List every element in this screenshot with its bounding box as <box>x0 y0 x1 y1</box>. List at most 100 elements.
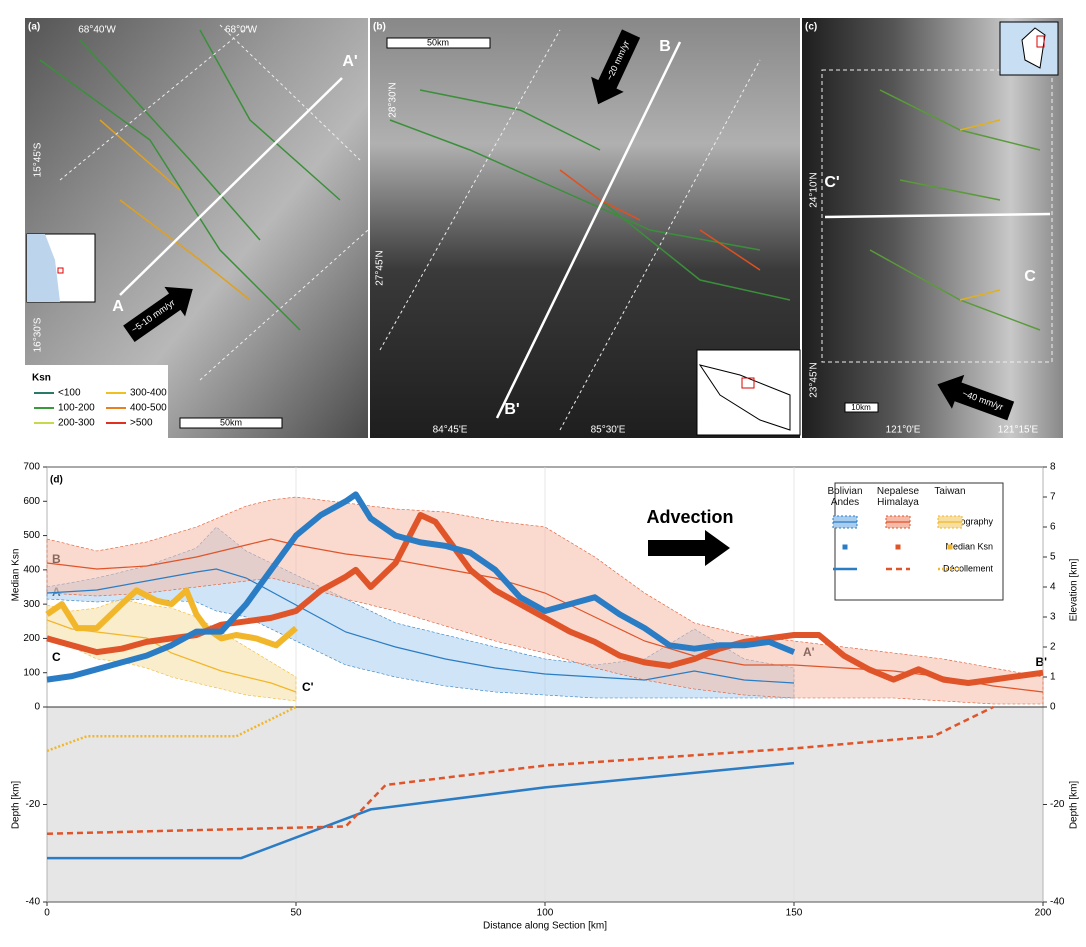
x-tick-label: 50 <box>290 908 302 919</box>
y2-tick-label: 4 <box>1050 582 1056 593</box>
y-tick-label: 0 <box>34 702 40 713</box>
section-label: B' <box>1035 655 1047 669</box>
y-tick-label: 700 <box>23 462 40 473</box>
y-tick-label: 500 <box>23 530 40 541</box>
y-tick-label: 100 <box>23 667 40 678</box>
scale-bar <box>386 37 491 49</box>
y2-axis-title: Elevation [km] <box>1069 558 1080 621</box>
panel-label: (c) <box>805 22 817 33</box>
x-tick-label: 200 <box>1035 908 1052 919</box>
river-network <box>959 119 1001 301</box>
legend-swatch <box>842 544 848 550</box>
annotation: Advection <box>646 507 733 527</box>
legend-series-name: Bolivian Andes <box>827 486 863 508</box>
coordinate-label: 85°30'E <box>591 425 626 436</box>
swath-outline <box>59 24 369 381</box>
legend-title: Ksn <box>32 373 51 384</box>
coordinate-label: 24°10'N <box>809 172 820 207</box>
median-ksn-line <box>46 512 1044 686</box>
y-axis-title: Median Ksn <box>11 549 22 602</box>
y-tick-label: 300 <box>23 599 40 610</box>
legend-item: 100-200 <box>58 403 95 414</box>
map-b: (b) 28°30'N 27°45'N 84°45'E 85°30'E B B'… <box>370 18 801 438</box>
y2-tick-label: 0 <box>1050 702 1056 713</box>
profile-label: B' <box>504 401 519 418</box>
scale-label: 10km <box>851 403 871 412</box>
y2-tick-label: 7 <box>1050 492 1056 503</box>
legend-box <box>834 482 1004 601</box>
coordinate-label: 28°30'N <box>388 82 399 117</box>
scale-label: 50km <box>427 37 449 47</box>
legend-item: 400-500 <box>130 403 167 414</box>
y2-tick-label: 6 <box>1050 522 1056 533</box>
river-network <box>389 89 791 301</box>
coordinate-label: 15°45'S <box>33 142 44 177</box>
profile-label: B <box>659 38 671 55</box>
coordinate-label: 121°0'E <box>886 425 921 436</box>
inset-location <box>1036 35 1045 48</box>
profile-label: A <box>112 298 124 315</box>
depth-tick-label: -40 <box>26 897 41 908</box>
x-tick-label: 150 <box>786 908 803 919</box>
scale-label: 50km <box>220 417 242 427</box>
depth-tick-label: -20 <box>26 799 41 810</box>
profile-label: C' <box>824 174 839 191</box>
coordinate-label: 68°0'W <box>225 25 258 36</box>
inset-location <box>741 377 755 389</box>
x-tick-label: 100 <box>537 908 554 919</box>
decollement-line <box>47 761 795 860</box>
profile-label: A' <box>342 53 357 70</box>
y2-tick-label: 3 <box>1050 612 1056 623</box>
y2-tick-label: 5 <box>1050 552 1056 563</box>
coordinate-label: 23°45'N <box>809 362 820 397</box>
legend-item: <100 <box>58 388 81 399</box>
legend-series-name: Nepalese Himalaya <box>876 486 920 508</box>
y2-tick-label: 2 <box>1050 642 1056 653</box>
legend-series-name: Taiwan <box>934 486 966 497</box>
legend-row-label: Topography <box>946 516 994 526</box>
x-tick-label: 0 <box>44 908 50 919</box>
inset-ocean <box>27 234 60 302</box>
profile-line <box>824 212 1051 219</box>
depth-axis-title: Depth [km] <box>1069 781 1080 830</box>
legend-row-label: Median Ksn <box>945 541 993 551</box>
legend-box <box>25 365 168 438</box>
section-label: C <box>52 650 61 664</box>
advection-arrow <box>648 530 730 566</box>
river-network <box>559 169 761 271</box>
panel-label: (d) <box>50 475 63 486</box>
legend-row-label: Décollement <box>943 563 994 573</box>
scale-bar <box>179 417 283 429</box>
coordinate-label: 84°45'E <box>433 425 468 436</box>
scale-bar <box>844 402 879 413</box>
panel-label: (b) <box>373 22 386 33</box>
map-a: (a) 68°40'W 68°0'W 15°45'S 16°30'S A A' … <box>25 18 369 438</box>
y2-tick-label: 8 <box>1050 462 1056 473</box>
topography-line <box>46 568 795 684</box>
swath-outline <box>821 69 1053 363</box>
legend-swatch <box>895 544 901 550</box>
swath-outline <box>379 29 761 431</box>
legend-item: 200-300 <box>58 418 95 429</box>
depth-tick-label: -20 <box>1050 799 1065 810</box>
depth-axis-title: Depth [km] <box>11 781 22 830</box>
inset-location <box>57 267 64 274</box>
legend-item: >500 <box>130 418 153 429</box>
map-c: (c) 24°10'N 23°45'N 121°0'E 121°15'E C C… <box>802 18 1063 438</box>
median-ksn-line <box>45 587 298 649</box>
inset-outline <box>1021 27 1046 69</box>
legend-item: 300-400 <box>130 388 167 399</box>
y-tick-label: 400 <box>23 564 40 575</box>
profile-line <box>119 77 343 296</box>
x-axis-title: Distance along Section [km] <box>483 921 607 932</box>
y-tick-label: 200 <box>23 633 40 644</box>
coordinate-label: 121°15'E <box>998 425 1039 436</box>
median-ksn-line <box>46 491 796 683</box>
profile-label: C <box>1024 268 1036 285</box>
river-network <box>99 119 251 301</box>
y2-tick-label: 1 <box>1050 672 1056 683</box>
arrow-shape <box>937 374 1015 421</box>
y-tick-label: 600 <box>23 496 40 507</box>
